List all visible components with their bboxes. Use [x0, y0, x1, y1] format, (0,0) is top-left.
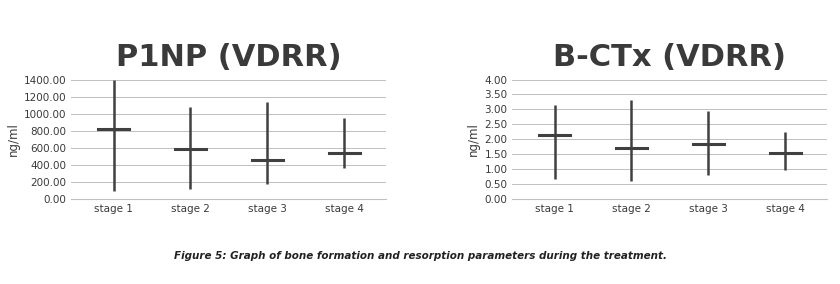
Text: Figure 5: Graph of bone formation and resorption parameters during the treatment: Figure 5: Graph of bone formation and re…: [174, 250, 666, 261]
Y-axis label: ng/ml: ng/ml: [467, 122, 480, 156]
Title: P1NP (VDRR): P1NP (VDRR): [116, 43, 342, 72]
Y-axis label: ng/ml: ng/ml: [7, 122, 20, 156]
Title: B-CTx (VDRR): B-CTx (VDRR): [554, 43, 786, 72]
